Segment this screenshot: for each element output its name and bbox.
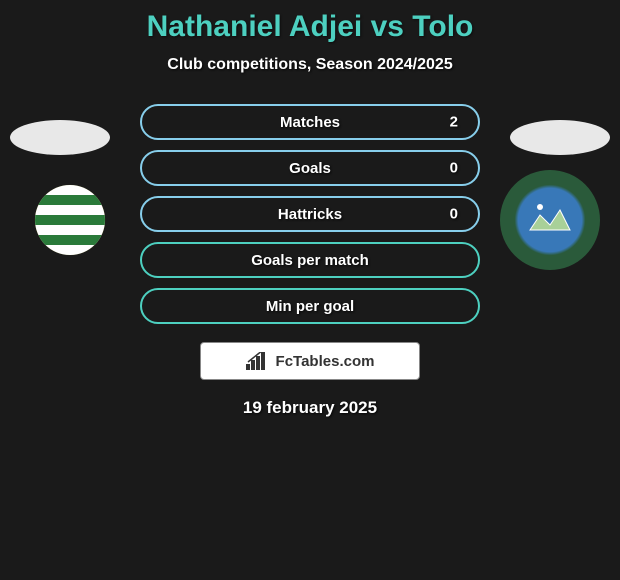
brand-text: FcTables.com: [276, 353, 375, 370]
stat-label: Goals: [289, 160, 331, 177]
stat-row-matches: Matches 2: [140, 104, 480, 140]
stat-row-hattricks: Hattricks 0: [140, 196, 480, 232]
player-avatar-right: [510, 120, 610, 155]
comparison-card: Nathaniel Adjei vs Tolo Club competition…: [0, 0, 620, 428]
hammarby-badge-icon: [20, 170, 120, 270]
page-title: Nathaniel Adjei vs Tolo: [0, 10, 620, 44]
stat-label: Matches: [280, 114, 340, 131]
team-badge-left: [20, 170, 120, 270]
stat-label: Goals per match: [251, 252, 369, 269]
subtitle: Club competitions, Season 2024/2025: [0, 56, 620, 74]
sounders-badge-icon: [500, 170, 600, 270]
stat-value: 0: [450, 160, 458, 177]
player-avatar-left: [10, 120, 110, 155]
brand-attribution[interactable]: FcTables.com: [200, 342, 420, 380]
stat-row-min-per-goal: Min per goal: [140, 288, 480, 324]
stat-label: Hattricks: [278, 206, 342, 223]
stat-row-goals-per-match: Goals per match: [140, 242, 480, 278]
stat-label: Min per goal: [266, 298, 354, 315]
stat-value: 0: [450, 206, 458, 223]
stat-row-goals: Goals 0: [140, 150, 480, 186]
date-text: 19 february 2025: [0, 398, 620, 418]
chart-icon: [246, 352, 268, 370]
stats-list: Matches 2 Goals 0 Hattricks 0 Goals per …: [140, 104, 480, 324]
stat-value: 2: [450, 114, 458, 131]
team-badge-right: [500, 170, 600, 270]
